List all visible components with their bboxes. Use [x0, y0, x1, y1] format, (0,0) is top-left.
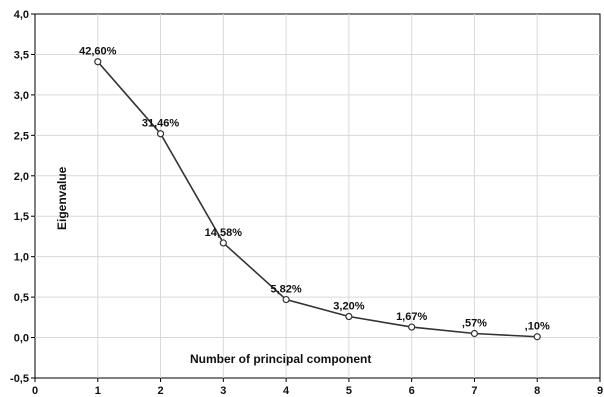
x-tick-label: 9	[597, 385, 603, 397]
y-tick-label: 3,0	[14, 90, 29, 102]
y-tick-label: 0,0	[14, 333, 29, 345]
plot-area	[34, 13, 601, 379]
y-tick-label: 1,5	[14, 211, 29, 223]
data-point	[533, 333, 541, 341]
data-point	[156, 130, 165, 138]
eigenvalue-line	[97, 61, 538, 338]
data-label: ,57%	[462, 318, 487, 330]
x-tick-label: 7	[471, 385, 477, 397]
y-tick-label: 1,0	[14, 252, 29, 264]
axes	[31, 13, 601, 382]
y-tick-label: 3,5	[14, 49, 29, 61]
grid-lines	[35, 14, 600, 378]
data-points	[94, 58, 541, 341]
data-label: 5,82%	[271, 284, 302, 296]
x-tick-label: 2	[157, 385, 163, 397]
data-label: 14,58%	[205, 227, 243, 239]
x-axis-label: Number of principal component	[190, 352, 371, 366]
y-tick-label: -0,5	[10, 373, 29, 385]
x-tick-label: 0	[32, 385, 38, 397]
data-label: ,10%	[525, 321, 550, 333]
data-point	[408, 323, 416, 331]
x-tick-label: 5	[346, 385, 352, 397]
y-tick-label: 2,0	[14, 171, 29, 183]
data-point	[470, 329, 479, 338]
data-label: 31,46%	[142, 118, 180, 130]
y-tick-label: 0,5	[14, 292, 29, 304]
data-label: 3,20%	[333, 301, 364, 313]
data-point	[282, 295, 290, 304]
data-point	[94, 58, 102, 66]
data-labels: 42,60% 31,46% 14,58% 5,82% 3,20% 1,67% ,57% ,10…	[79, 46, 550, 333]
x-tick-label: 1	[95, 385, 101, 397]
tick-labels: 0 1 2 3 4 5 6 7 8 9 4,0 3,5 3,0 2,5 2,0 1,5 1,0 0,5 0,0 -0,…	[10, 9, 603, 397]
x-tick-label: 4	[283, 385, 290, 397]
data-label: 1,67%	[396, 311, 427, 323]
data-point	[345, 312, 353, 321]
x-tick-label: 8	[534, 385, 540, 397]
y-tick-label: 2,5	[14, 130, 29, 142]
y-tick-label: 4,0	[14, 9, 29, 21]
x-tick-label: 6	[409, 385, 415, 397]
x-tick-label: 3	[220, 385, 226, 397]
y-axis-label: Eigenvalue	[55, 166, 69, 230]
data-label: 42,60%	[79, 46, 117, 58]
data-point	[219, 239, 227, 247]
